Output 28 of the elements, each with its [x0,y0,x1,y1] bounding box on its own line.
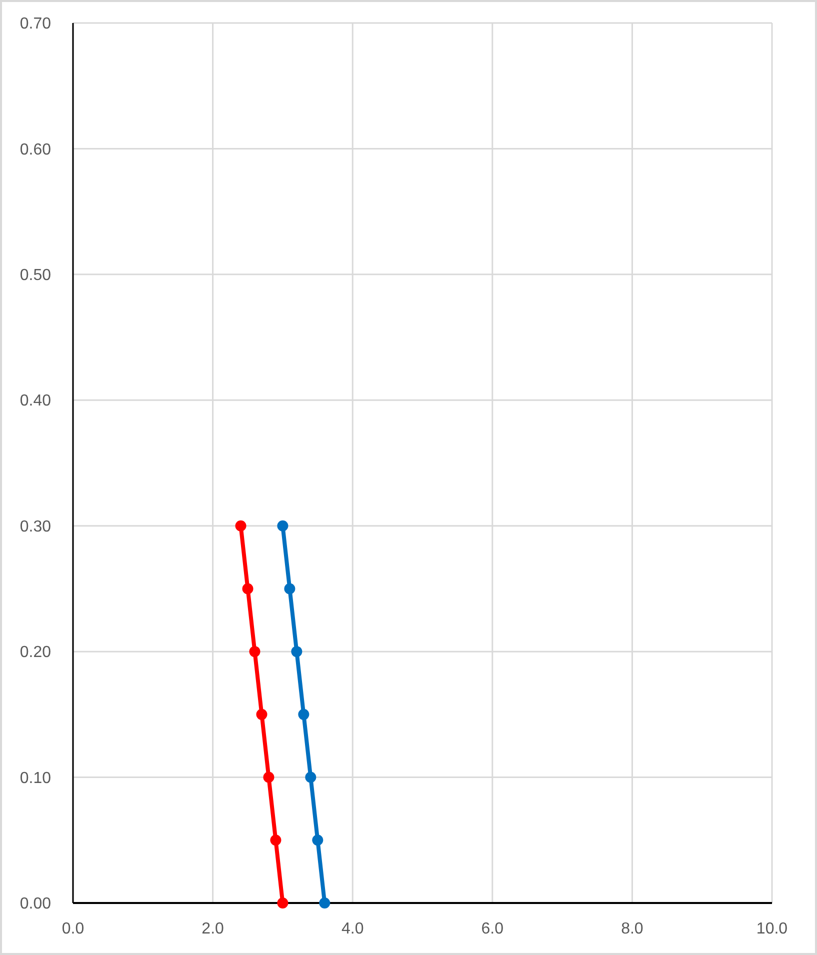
y-tick-label: 0.70 [20,16,52,33]
y-tick-label: 0.30 [20,518,52,536]
point [270,834,282,846]
point [256,708,268,720]
point [277,520,288,532]
point [291,646,302,658]
point [312,834,324,846]
x-tick-label: 4.0 [341,920,364,938]
x-tick-label: 0.0 [62,920,84,938]
y-tick-label: 0.60 [20,141,52,158]
point [284,583,296,594]
x-tick-label: 8.0 [621,920,644,938]
point [242,583,254,594]
point [277,898,288,908]
y-tick-label: 0.40 [20,392,52,410]
x-tick-label: 6.0 [481,920,504,938]
point [235,520,246,532]
y-tick-label: 0.20 [20,644,52,662]
point [319,898,330,908]
y-tick-label: 0.50 [20,267,52,284]
x-tick-label: 2.0 [202,920,224,938]
y-tick-label: 0.00 [20,896,52,913]
point [263,772,274,783]
point [298,708,310,720]
y-tick-label: 0.10 [20,770,52,787]
point [249,646,260,658]
point [305,772,316,783]
x-tick-label: 10.0 [756,920,788,938]
